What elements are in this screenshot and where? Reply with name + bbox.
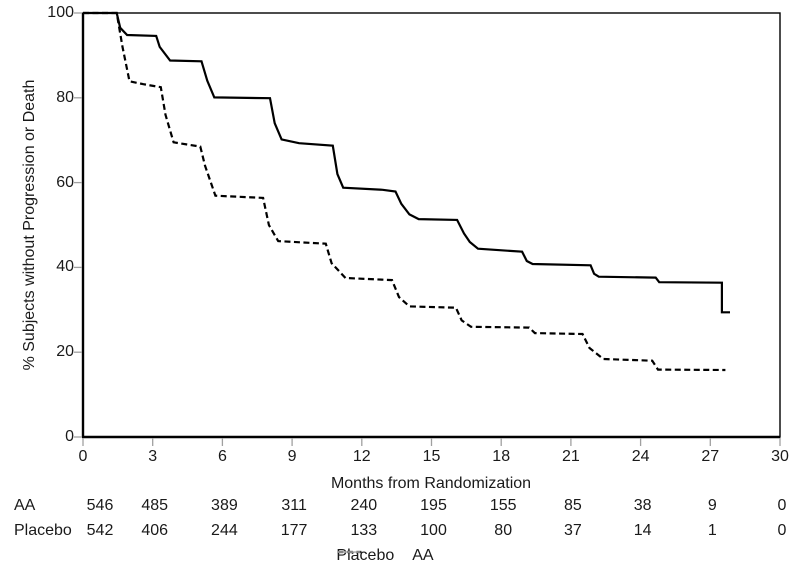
risk-value-aa-9: 311 xyxy=(281,497,307,514)
risk-value-aa-21: 85 xyxy=(563,497,582,514)
aa-solid-line-icon xyxy=(337,551,361,553)
x-tick-label: 18 xyxy=(492,448,511,465)
risk-row-label-aa: AA xyxy=(14,497,36,514)
risk-value-aa-3: 485 xyxy=(141,497,169,514)
risk-value-aa-24: 38 xyxy=(633,497,652,514)
risk-value-placebo-30: 0 xyxy=(777,522,787,539)
x-tick-label: 9 xyxy=(287,448,297,465)
x-tick-label: 24 xyxy=(631,448,650,465)
x-tick-label: 27 xyxy=(701,448,720,465)
y-axis-title: % Subjects without Progression or Death xyxy=(21,79,38,371)
risk-value-aa-0: 546 xyxy=(86,497,114,514)
x-tick-label: 21 xyxy=(561,448,580,465)
risk-value-placebo-3: 406 xyxy=(141,522,169,539)
curve-placebo xyxy=(83,11,726,372)
risk-value-placebo-21: 37 xyxy=(563,522,582,539)
x-tick-label: 3 xyxy=(148,448,158,465)
risk-value-placebo-6: 244 xyxy=(211,522,238,539)
risk-value-aa-30: 0 xyxy=(777,497,787,514)
curve-aa xyxy=(83,11,730,314)
x-tick-label: 0 xyxy=(78,448,88,465)
y-tick-label: 0 xyxy=(65,428,74,445)
x-axis-title: Months from Randomization xyxy=(330,475,532,492)
risk-value-placebo-9: 177 xyxy=(280,522,308,539)
risk-value-aa-15: 195 xyxy=(420,497,447,514)
risk-value-placebo-18: 80 xyxy=(494,522,513,539)
risk-value-placebo-12: 133 xyxy=(350,522,378,539)
risk-value-aa-12: 240 xyxy=(350,497,378,514)
risk-value-placebo-15: 100 xyxy=(420,522,447,539)
plot-frame xyxy=(82,12,781,438)
risk-value-placebo-27: 1 xyxy=(707,522,717,539)
risk-row-label-placebo: Placebo xyxy=(14,522,72,539)
x-tick-label: 30 xyxy=(771,448,789,465)
x-tick-label: 12 xyxy=(352,448,371,465)
risk-value-aa-27: 9 xyxy=(707,497,717,514)
y-tick-label: 20 xyxy=(56,343,74,361)
y-tick-label: 80 xyxy=(56,88,74,106)
risk-value-placebo-0: 542 xyxy=(86,522,114,539)
x-tick-label: 15 xyxy=(422,448,441,465)
risk-value-aa-18: 155 xyxy=(489,497,517,514)
risk-value-placebo-24: 14 xyxy=(633,522,652,539)
y-tick-label: 60 xyxy=(56,173,74,191)
legend: Placebo AA xyxy=(336,547,433,565)
x-tick-label: 6 xyxy=(217,448,227,465)
y-tick-label: 40 xyxy=(56,258,74,276)
risk-value-aa-6: 389 xyxy=(211,497,238,514)
legend-label-aa: AA xyxy=(412,547,434,564)
y-tick-label: 100 xyxy=(47,4,74,21)
